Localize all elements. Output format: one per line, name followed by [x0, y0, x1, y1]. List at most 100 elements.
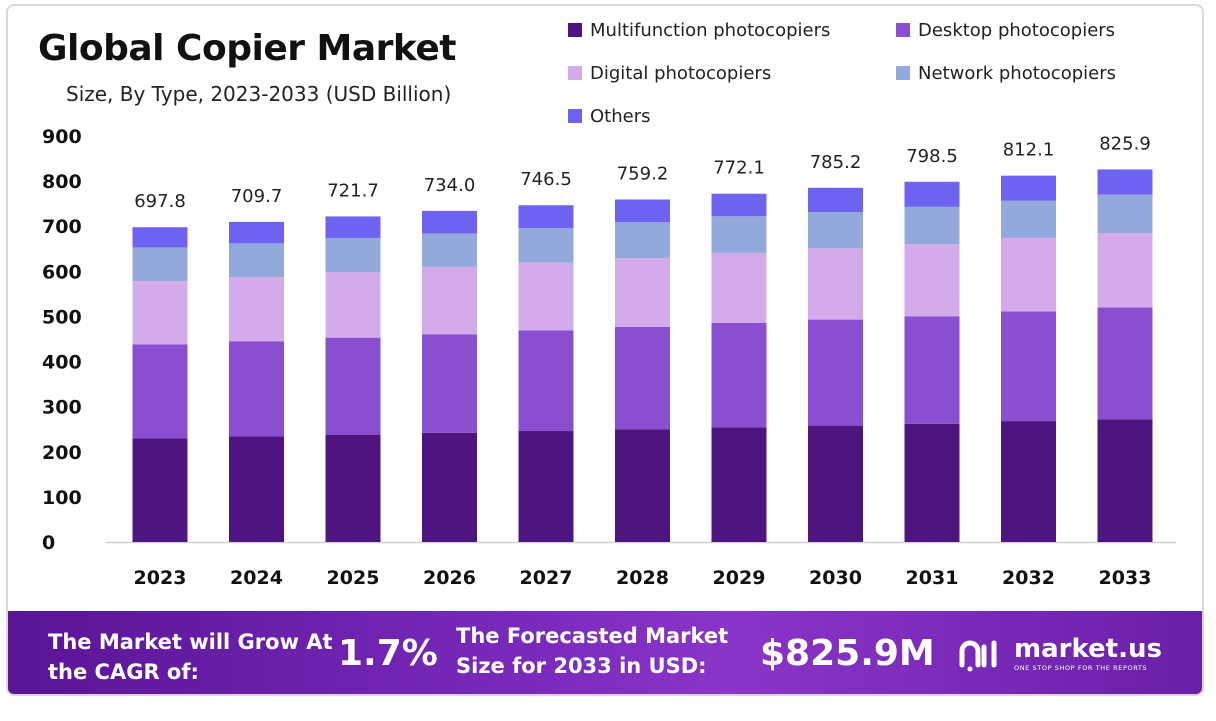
bar-segment-desktop-photocopiers: [1001, 311, 1056, 422]
y-tick-label: 200: [42, 442, 82, 464]
bar-segment-digital-photocopiers: [229, 277, 284, 342]
total-data-label: 798.5: [906, 146, 958, 167]
bar-segment-digital-photocopiers: [711, 252, 767, 323]
bar-segment-network-photocopiers: [711, 216, 767, 253]
forecast-label: The Forecasted Market Size for 2033 in U…: [456, 624, 729, 678]
bar-segment-network-photocopiers: [1001, 200, 1056, 238]
chart-card: Global Copier Market Size, By Type, 2023…: [6, 4, 1204, 696]
cagr-value: 1.7%: [338, 633, 438, 674]
x-tick-label: 2030: [809, 567, 862, 589]
legend-label: Network photocopiers: [918, 62, 1116, 84]
bar-segment-multifunction-photocopiers: [808, 425, 863, 542]
bar-segment-others: [615, 199, 670, 223]
bar-segment-digital-photocopiers: [325, 272, 381, 338]
y-tick-label: 400: [42, 352, 82, 374]
summary-banner: The Market will Grow At the CAGR of: 1.7…: [8, 611, 1202, 694]
x-tick-label: 2026: [423, 567, 476, 589]
legend-item-multifunction: Multifunction photocopiers: [568, 18, 830, 42]
chart-subtitle: Size, By Type, 2023-2033 (USD Billion): [66, 82, 452, 106]
legend-item-digital: Digital photocopiers: [568, 61, 771, 85]
bar-segment-digital-photocopiers: [1001, 237, 1056, 312]
x-tick-label: 2033: [1099, 567, 1152, 589]
bar-segment-multifunction-photocopiers: [518, 431, 574, 542]
y-tick-label: 500: [42, 306, 82, 328]
bar-segment-network-photocopiers: [615, 222, 670, 259]
market-us-logo-icon: [959, 640, 997, 672]
bar-segment-digital-photocopiers: [422, 266, 477, 335]
y-tick-label: 100: [42, 487, 82, 509]
legend-label: Multifunction photocopiers: [590, 19, 831, 41]
total-data-label: 709.7: [231, 186, 283, 207]
brand-name: market.us: [1014, 634, 1162, 664]
x-tick-label: 2029: [713, 567, 766, 589]
y-tick-label: 300: [42, 397, 82, 419]
total-data-label: 759.2: [617, 164, 669, 185]
bar-segment-desktop-photocopiers: [615, 326, 670, 430]
bar-segment-network-photocopiers: [808, 212, 863, 249]
bar-segment-multifunction-photocopiers: [132, 438, 188, 542]
y-tick-label: 0: [42, 532, 55, 554]
bar-segment-digital-photocopiers: [808, 248, 863, 320]
bar-segment-desktop-photocopiers: [518, 330, 574, 432]
bar-segment-network-photocopiers: [1097, 194, 1153, 233]
bar-segment-multifunction-photocopiers: [1097, 419, 1153, 542]
bar-segment-digital-photocopiers: [615, 258, 670, 327]
x-tick-label: 2032: [1002, 567, 1055, 589]
bar-segment-desktop-photocopiers: [132, 344, 188, 439]
brand-logo[interactable]: market.us ONE STOP SHOP FOR THE REPORTS: [958, 635, 1162, 679]
x-tick-label: 2031: [906, 567, 959, 589]
cagr-label: The Market will Grow At the CAGR of:: [48, 630, 333, 684]
total-data-label: 772.1: [713, 158, 765, 179]
total-data-label: 721.7: [327, 180, 379, 201]
bar-segment-multifunction-photocopiers: [615, 429, 670, 542]
bar-segment-others: [132, 227, 188, 248]
stacked-bar-chart: 0 100 200 300 400 500 600 700 800 900 697.8 2023 709…: [42, 126, 1176, 589]
x-tick-label: 2024: [230, 567, 283, 589]
bar-segment-multifunction-photocopiers: [904, 423, 960, 542]
chart-title: Global Copier Market: [38, 28, 457, 69]
x-tick-label: 2027: [520, 567, 573, 589]
y-tick-label: 800: [42, 171, 82, 193]
bar-segment-desktop-photocopiers: [1097, 307, 1153, 420]
legend-swatch: [896, 23, 910, 37]
bar-segment-network-photocopiers: [132, 247, 188, 282]
bar-segment-others: [711, 193, 767, 217]
bar-segment-digital-photocopiers: [518, 262, 574, 331]
bar-segment-others: [1097, 169, 1153, 195]
x-tick-label: 2025: [327, 567, 380, 589]
bar-segment-others: [1001, 175, 1056, 201]
bar-segment-digital-photocopiers: [1097, 232, 1153, 308]
bar-segment-desktop-photocopiers: [904, 316, 960, 424]
bar-segment-multifunction-photocopiers: [325, 434, 381, 542]
bar-segment-multifunction-photocopiers: [229, 436, 284, 542]
bar-segment-others: [518, 205, 574, 229]
bar-segment-network-photocopiers: [422, 233, 477, 267]
bar-segment-network-photocopiers: [904, 206, 960, 245]
legend-swatch: [568, 66, 582, 80]
y-tick-label: 600: [42, 261, 82, 283]
x-tick-label: 2023: [134, 567, 187, 589]
bar-segment-network-photocopiers: [325, 237, 381, 273]
legend-label: Desktop photocopiers: [918, 19, 1116, 41]
bar-segment-others: [325, 216, 381, 238]
bar-segment-others: [229, 221, 284, 244]
legend-item-desktop: Desktop photocopiers: [896, 18, 1115, 42]
bar-segment-multifunction-photocopiers: [711, 427, 767, 542]
y-tick-label: 700: [42, 216, 82, 238]
bar-segment-multifunction-photocopiers: [1001, 421, 1056, 542]
x-tick-label: 2028: [616, 567, 669, 589]
bar-segment-network-photocopiers: [229, 243, 284, 278]
bar-segment-multifunction-photocopiers: [422, 432, 477, 542]
bar-segment-desktop-photocopiers: [229, 341, 284, 437]
bar-segment-desktop-photocopiers: [325, 337, 381, 435]
bar-segment-desktop-photocopiers: [711, 322, 767, 428]
legend-item-others: Others: [568, 104, 651, 128]
bar-segment-digital-photocopiers: [904, 244, 960, 317]
bar-segment-digital-photocopiers: [132, 281, 188, 345]
bar-segment-others: [904, 181, 960, 207]
legend-swatch: [568, 109, 582, 123]
brand-tagline: ONE STOP SHOP FOR THE REPORTS: [1014, 664, 1148, 672]
bar-segment-desktop-photocopiers: [422, 334, 477, 433]
forecast-value: $825.9M: [760, 633, 935, 674]
total-data-label: 734.0: [424, 175, 476, 196]
